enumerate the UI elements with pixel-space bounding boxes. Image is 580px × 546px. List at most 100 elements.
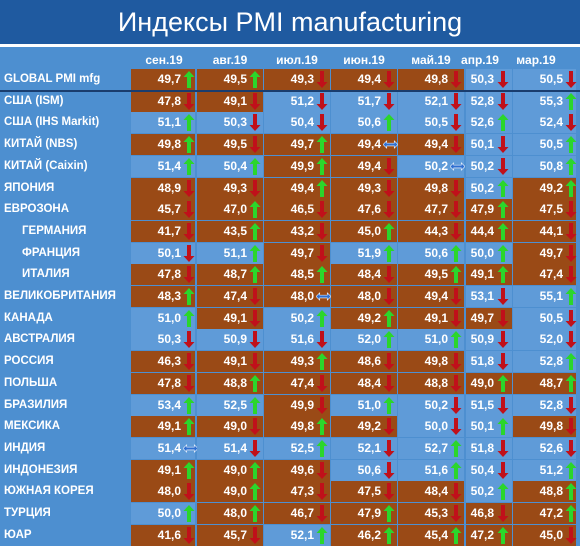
up-arrow-icon	[450, 439, 462, 457]
pmi-cell: 49,7	[131, 69, 195, 90]
row-label: ЯПОНИЯ	[4, 181, 55, 194]
up-arrow-icon	[565, 92, 577, 110]
pmi-value: 52,1	[424, 93, 448, 108]
row-label: БРАЗИЛИЯ	[4, 398, 68, 411]
pmi-cell: 49,3	[331, 177, 397, 199]
pmi-cell: 50,6	[331, 459, 397, 481]
pmi-value: 50,3	[223, 115, 247, 130]
pmi-cell: 50,3	[466, 69, 512, 90]
pmi-cell: 51,2	[264, 90, 330, 112]
pmi-value: 50,2	[470, 484, 494, 499]
pmi-value: 48,0	[290, 289, 314, 303]
pmi-value: 49,5	[424, 267, 448, 282]
pmi-cell: 51,4	[131, 437, 198, 459]
up-arrow-icon	[183, 461, 195, 479]
row-label: АВСТРАЛИЯ	[4, 333, 75, 346]
pmi-value: 51,0	[424, 332, 448, 347]
pmi-cell: 52,1	[398, 90, 464, 112]
pmi-value: 49,9	[290, 158, 314, 173]
up-arrow-icon	[565, 483, 577, 501]
pmi-value: 51,6	[424, 462, 448, 477]
pmi-cell: 47,0	[197, 199, 263, 221]
pmi-cell: 50,5	[513, 134, 577, 156]
down-arrow-icon	[383, 179, 395, 197]
pmi-value: 46,8	[470, 506, 494, 520]
pmi-value: 47,2	[470, 527, 494, 542]
down-arrow-icon	[450, 288, 462, 305]
pmi-cell: 48,8	[513, 481, 577, 503]
pmi-value: 52,8	[539, 354, 563, 369]
pmi-value: 49,8	[424, 180, 448, 195]
down-arrow-icon	[183, 526, 195, 544]
row-label: ИНДОНЕЗИЯ	[4, 463, 78, 476]
down-arrow-icon	[497, 288, 509, 305]
up-arrow-icon	[316, 157, 328, 175]
pmi-cell: 51,7	[331, 90, 397, 112]
pmi-cell: 50,2	[466, 177, 512, 199]
pmi-value: 48,4	[357, 267, 381, 282]
down-arrow-icon	[249, 309, 261, 327]
pmi-cell: 50,2	[264, 307, 330, 329]
pmi-cell: 48,6	[331, 351, 397, 373]
up-arrow-icon	[565, 353, 577, 371]
pmi-cell: 49,8	[398, 351, 464, 373]
pmi-value: 48,4	[357, 375, 381, 390]
pmi-cell: 46,8	[466, 503, 512, 524]
down-arrow-icon	[249, 114, 261, 132]
pmi-cell: 50,4	[466, 459, 512, 481]
pmi-value: 50,0	[157, 506, 181, 520]
pmi-cell: 51,0	[331, 394, 397, 416]
pmi-cell: 43,5	[197, 220, 263, 242]
pmi-value: 52,1	[290, 527, 314, 542]
pmi-cell: 50,2	[466, 155, 512, 177]
pmi-cell: 51,2	[513, 459, 577, 481]
pmi-cell: 47,7	[398, 199, 464, 221]
pmi-value: 50,2	[470, 158, 494, 173]
pmi-value: 47,4	[539, 267, 563, 282]
pmi-cell: 41,6	[131, 524, 195, 546]
down-arrow-icon	[249, 418, 261, 436]
pmi-value: 49,0	[223, 484, 247, 499]
down-arrow-icon	[183, 201, 195, 219]
pmi-value: 47,5	[357, 484, 381, 499]
up-arrow-icon	[316, 439, 328, 457]
down-arrow-icon	[316, 244, 328, 262]
down-arrow-icon	[249, 92, 261, 110]
pmi-value: 47,9	[470, 202, 494, 217]
pmi-cell: 49,7	[264, 134, 330, 156]
pmi-value: 51,8	[470, 354, 494, 369]
pmi-cell: 49,1	[398, 307, 464, 329]
pmi-value: 48,7	[223, 267, 247, 282]
up-arrow-icon	[497, 222, 509, 240]
pmi-value: 52,6	[470, 115, 494, 130]
up-arrow-icon	[383, 309, 395, 327]
pmi-cell: 49,4	[331, 134, 398, 156]
down-arrow-icon	[497, 92, 509, 110]
pmi-value: 47,8	[157, 375, 181, 390]
pmi-cell: 48,0	[197, 503, 263, 524]
pmi-value: 48,0	[157, 484, 181, 499]
pmi-value: 45,7	[223, 527, 247, 542]
pmi-cell: 52,6	[466, 112, 512, 134]
pmi-value: 49,8	[424, 354, 448, 369]
up-arrow-icon	[497, 179, 509, 197]
down-arrow-icon	[249, 439, 261, 457]
down-arrow-icon	[565, 244, 577, 262]
pmi-cell: 48,4	[398, 481, 464, 503]
down-arrow-icon	[565, 331, 577, 349]
down-arrow-icon	[565, 266, 577, 284]
pmi-cell: 45,0	[513, 524, 577, 546]
row-label: ФРАНЦИЯ	[22, 246, 81, 259]
pmi-cell: 49,7	[466, 307, 512, 329]
pmi-cell: 49,2	[513, 177, 577, 199]
pmi-value: 51,2	[539, 462, 563, 477]
row-label: ТУРЦИЯ	[4, 507, 51, 519]
up-arrow-icon	[249, 222, 261, 240]
pmi-cell: 49,9	[264, 155, 330, 177]
pmi-cell: 44,1	[513, 220, 577, 242]
down-arrow-icon	[183, 266, 195, 284]
down-arrow-icon	[565, 201, 577, 219]
pmi-value: 51,2	[290, 93, 314, 108]
pmi-cell: 50,5	[513, 69, 577, 90]
pmi-value: 47,2	[539, 506, 563, 520]
